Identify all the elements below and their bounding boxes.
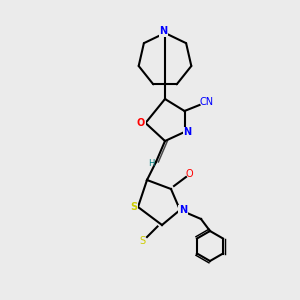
Text: CN: CN <box>200 97 214 107</box>
Text: S: S <box>130 202 137 212</box>
Text: N: N <box>179 205 187 215</box>
Text: S: S <box>140 236 146 247</box>
Text: N: N <box>159 26 168 37</box>
Text: H: H <box>148 159 155 168</box>
Text: O: O <box>137 118 145 128</box>
Text: O: O <box>185 169 193 179</box>
Text: N: N <box>183 127 192 137</box>
